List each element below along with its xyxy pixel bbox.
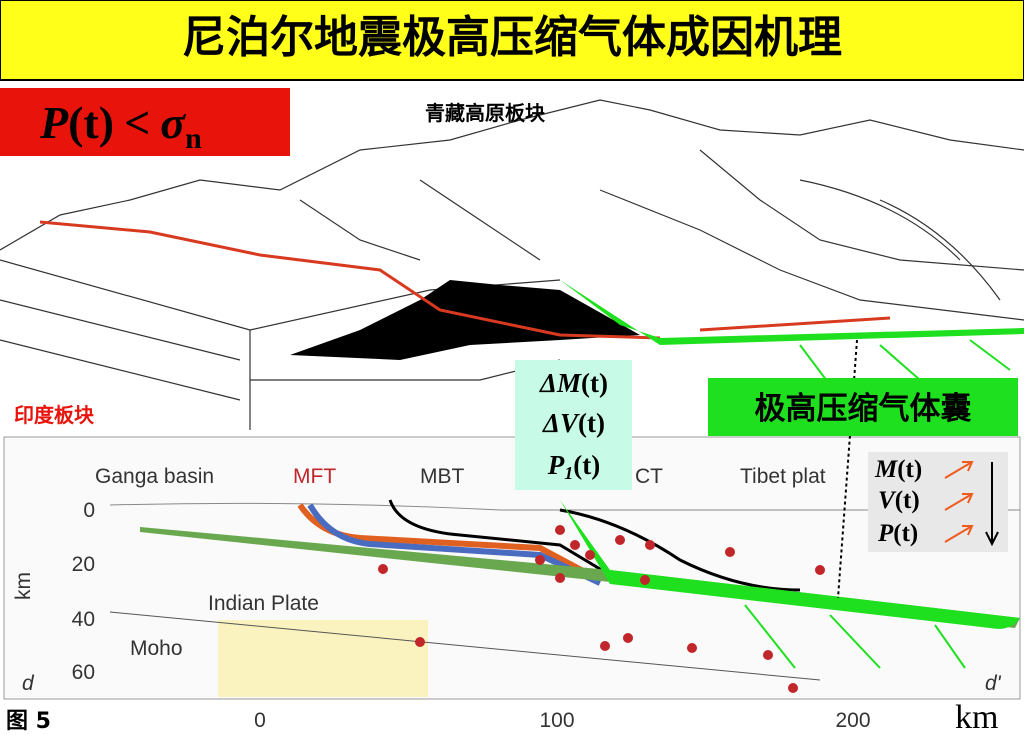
gas-channel [560,500,1020,629]
section-label: Ganga basin [95,465,214,488]
increase-arrows [944,461,974,543]
state-label: V(t) [878,487,920,514]
change-box [515,360,632,490]
gas-pocket-box [708,378,1018,436]
mbt-line [388,499,611,577]
state-label: M(t) [874,456,922,483]
title: 尼泊尔地震极高压缩气体成因机理 [182,12,842,63]
shaded-zone [218,620,428,697]
change-label: P1(t) [547,450,600,483]
y-tick-label: 0 [83,499,95,522]
axis-title: km [12,572,35,600]
title-bar [0,0,1024,81]
plate-label: 青藏高原板块 [425,101,546,125]
formula-box [0,88,290,156]
decrease-arrow [985,462,999,547]
formula: P(t) < σn [39,97,202,155]
earthquakes [378,525,825,693]
change-label: ΔM(t) [539,368,608,398]
section-label: Indian Plate [208,592,319,615]
figure-label: 图 5 [6,709,51,734]
change-label: ΔV(t) [542,408,605,438]
section-label: d' [985,672,1002,695]
x-tick-label: 200 [835,709,870,732]
moho-line [109,611,821,681]
mct-line [559,508,801,592]
section-label: MFT [293,465,336,488]
section-label: Tibet plat [740,465,826,488]
thrust-bundle [307,503,602,586]
y-tick-label: 40 [72,608,95,631]
section-label: CT [635,465,663,488]
state-label: P(t) [877,520,918,547]
arrows [744,604,966,669]
fault-line [699,316,891,332]
axis-title: km [955,699,998,735]
x-tick-label: 100 [539,709,574,732]
gas-pocket-label: 极高压缩气体囊 [755,391,972,427]
fault-line [39,220,661,340]
state-box [868,452,1008,552]
terrain-sketch [0,99,1024,430]
plate-label: 印度板块 [14,403,95,427]
y-tick-label: 20 [72,553,95,576]
y-tick-label: 60 [72,661,95,684]
section-label: MBT [420,465,465,488]
section-label: d [22,672,35,695]
x-tick-label: 0 [254,709,266,732]
gas-body [290,280,640,360]
section-label: Moho [130,637,183,660]
